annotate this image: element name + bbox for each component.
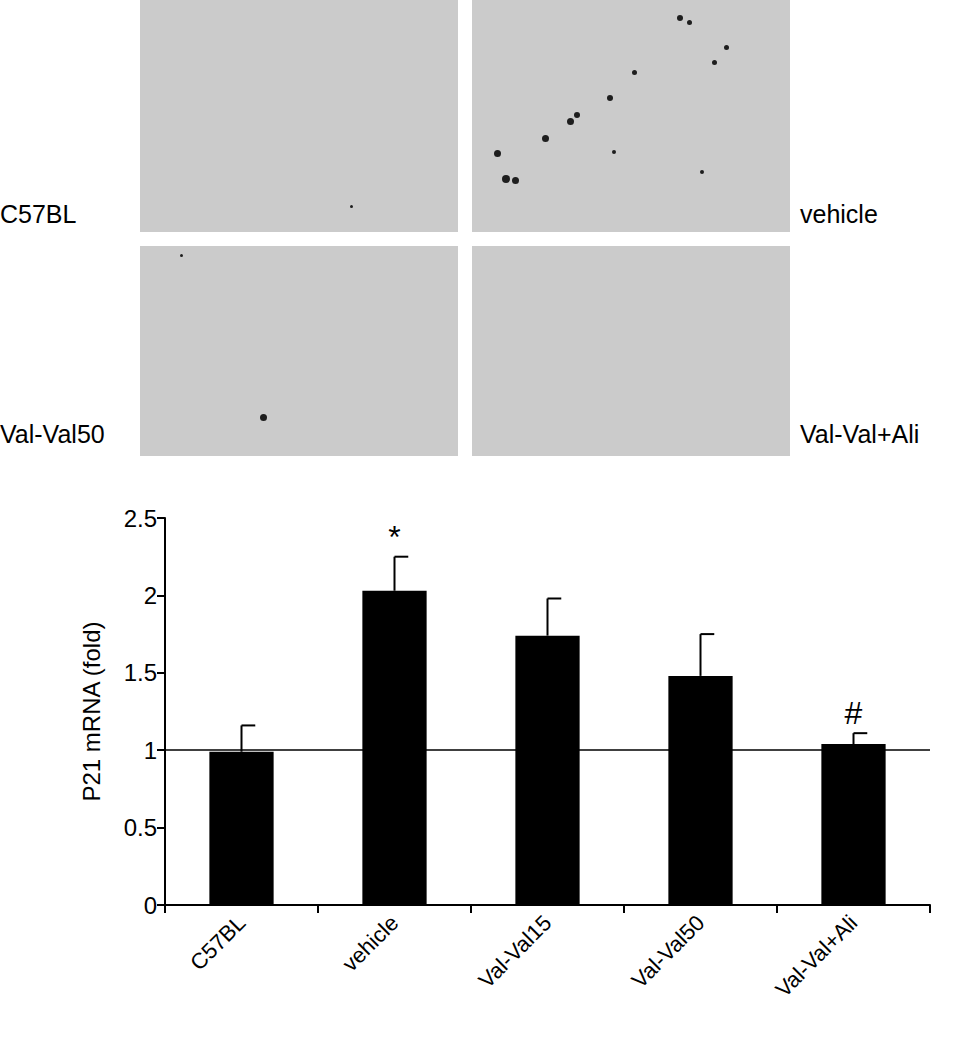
- svg-text:1.5: 1.5: [124, 659, 157, 686]
- svg-text:0.5: 0.5: [124, 814, 157, 841]
- html-text:vehicle: vehicle: [800, 200, 878, 228]
- svg-text:vehicle: vehicle: [337, 910, 403, 976]
- svg-text:Val-Val+Ali: Val-Val+Ali: [770, 910, 862, 1002]
- svg-text:*: *: [388, 519, 400, 555]
- svg-text:1: 1: [144, 737, 157, 764]
- svg-text:#: #: [845, 695, 863, 731]
- svg-text:2: 2: [144, 582, 157, 609]
- html-text:Val-Val+Ali: Val-Val+Ali: [800, 420, 920, 448]
- svg-text:Val-Val15: Val-Val15: [474, 910, 557, 993]
- svg-text:Val-Val50: Val-Val50: [627, 910, 710, 993]
- svg-text:2.5: 2.5: [124, 505, 157, 532]
- svg-text:P21 mRNA (fold): P21 mRNA (fold): [78, 621, 105, 801]
- svg-text:0: 0: [144, 892, 157, 919]
- html-text:Val-Val50: Val-Val50: [0, 420, 105, 448]
- svg-text:C57BL: C57BL: [185, 910, 250, 975]
- html-text:C57BL: C57BL: [0, 200, 77, 228]
